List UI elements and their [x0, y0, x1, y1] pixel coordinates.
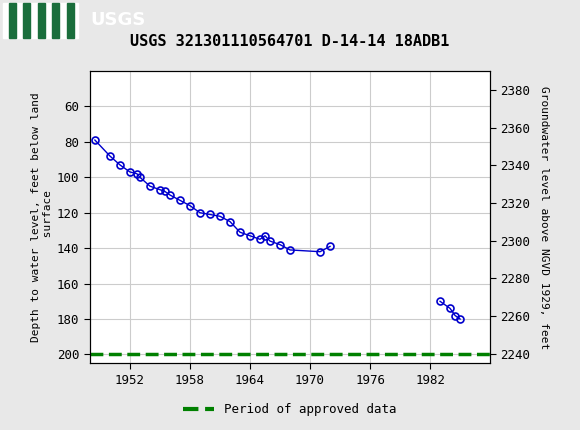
- Bar: [3, 3, 78, 37]
- Bar: [67, 3, 74, 37]
- Bar: [52, 3, 59, 37]
- Bar: [23, 3, 30, 37]
- Text: USGS 321301110564701 D-14-14 18ADB1: USGS 321301110564701 D-14-14 18ADB1: [130, 34, 450, 49]
- Text: USGS: USGS: [90, 12, 145, 29]
- Bar: [38, 3, 45, 37]
- Legend: Period of approved data: Period of approved data: [178, 399, 402, 421]
- Bar: [9, 3, 16, 37]
- Y-axis label: Groundwater level above NGVD 1929, feet: Groundwater level above NGVD 1929, feet: [539, 86, 549, 349]
- Y-axis label: Depth to water level, feet below land
 surface: Depth to water level, feet below land su…: [31, 92, 53, 342]
